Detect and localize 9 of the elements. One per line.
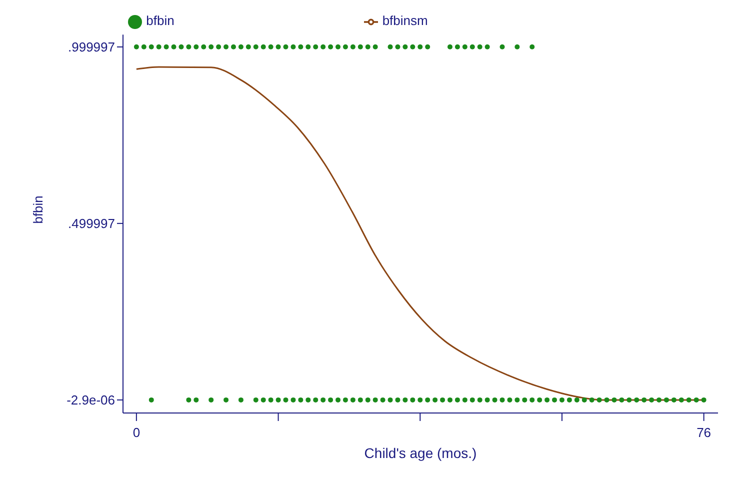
x-axis-title: Child's age (mos.) (364, 445, 477, 461)
legend-label: bfbin (146, 13, 174, 28)
x-tick-label: 0 (132, 425, 140, 440)
y-tick-label: .999997 (68, 40, 115, 55)
y-tick-label: .499997 (68, 216, 115, 232)
x-tick-label: 76 (696, 425, 712, 440)
y-axis-title: bfbin (30, 196, 46, 224)
y-tick-label: -2.9e-06 (66, 392, 115, 408)
legend-label: bfbinsm (382, 13, 428, 28)
